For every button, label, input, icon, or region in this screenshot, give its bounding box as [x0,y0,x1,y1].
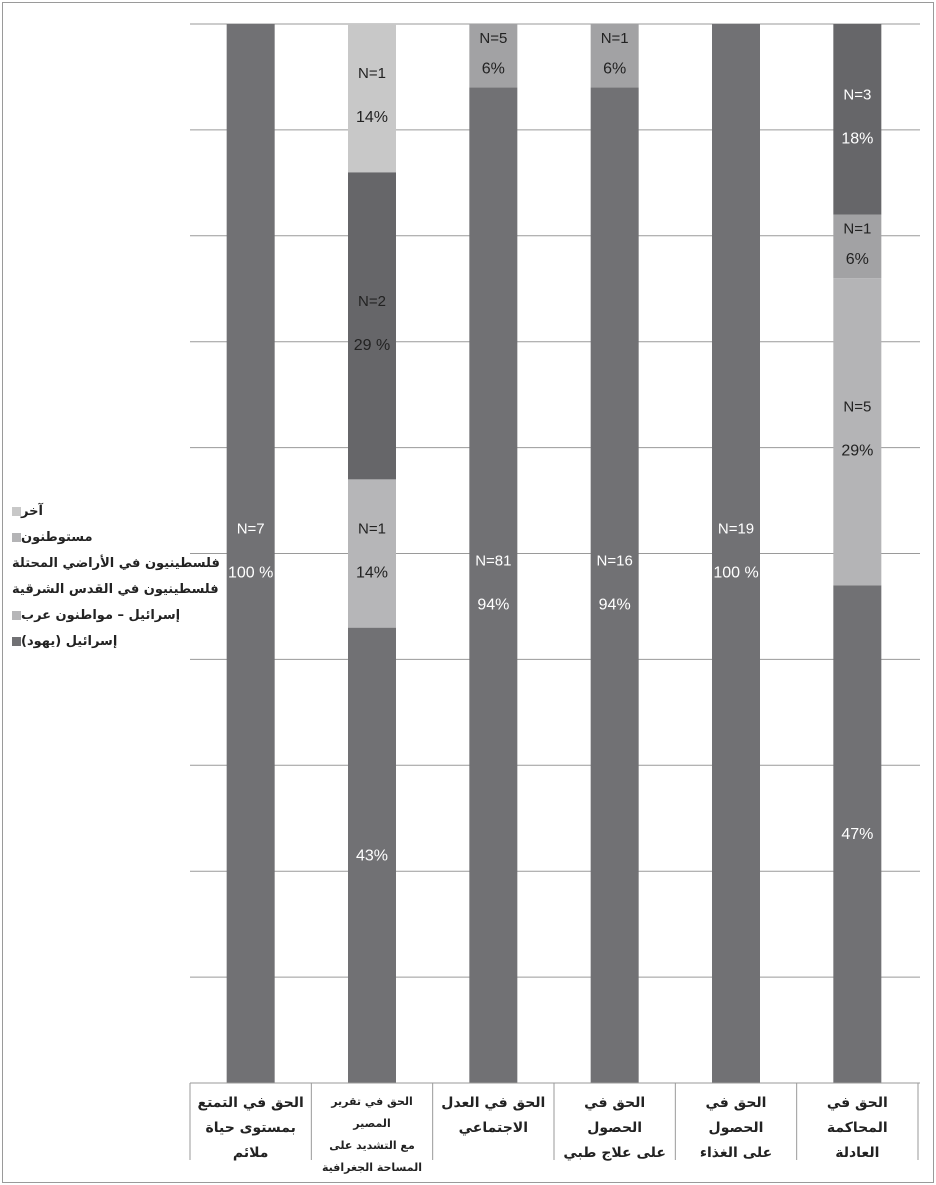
segment-percent-label: 14% [356,565,388,582]
bar-segment [590,87,639,1084]
bars [226,24,882,1084]
x-tick-label-line: على علاج طبي [563,1145,666,1161]
x-tick-label-line: الحق في التمتع [197,1095,304,1111]
bar-segment [833,585,882,1083]
bar-segment [712,24,760,1083]
legend-item: إسرائيل (يهود) [6,628,196,654]
x-tick-label-line: ملائم [232,1145,269,1161]
bar-segment [348,172,396,480]
x-tick-label: الحق في الحصول على الغذاء [677,1091,794,1166]
legend-label: فلسطينيون في القدس الشرقية [12,581,219,597]
x-tick-label: الحق في المحاكمة العادلة [799,1091,916,1166]
legend-item: فلسطينيون في القدس الشرقية [6,576,219,602]
segment-percent-label: 43% [356,847,388,864]
legend-label: إسرائيل (يهود) [21,633,118,649]
x-tick-label-line: الاجتماعي [458,1120,529,1136]
gridlines [190,23,920,1084]
segment-percent-label: 29% [841,443,873,460]
legend-label: آخر [21,503,43,519]
legend-label: فلسطينيون في الأراضي المحتلة [12,555,220,571]
x-tick-label-line: العادلة [835,1145,880,1161]
segment-percent-label: 94% [477,596,509,613]
segment-percent-label: 94% [599,596,631,613]
x-tick-label-line: الحق في المحاكمة [826,1095,888,1136]
bar-segment [833,24,882,215]
legend-swatch [12,532,21,542]
legend-label: مستوطنون [21,529,93,545]
bar-segment [833,214,882,279]
segment-percent-label: 18% [841,130,873,147]
x-tick-label: الحق في تقرير المصير مع التشديد على المساح… [313,1091,430,1179]
segment-percent-label: 14% [356,109,388,126]
legend-swatch [12,636,21,646]
legend-label: إسرائيل – مواطنون عرب [21,607,181,623]
x-tick-label-line: مع التشديد على [329,1139,415,1152]
x-tick-label-line: بمستوى حياة [205,1120,296,1136]
segment-count-label: N=19 [718,521,754,538]
segment-count-label: N=16 [597,552,633,569]
legend-swatch [12,610,21,620]
x-tick-label: الحق في العدل الاجتماعي [435,1091,552,1141]
legend: آخر مستوطنون فلسطينيون في الأراضي المحتل… [6,498,220,654]
x-tick-label-line: الحق في تقرير المصير [331,1095,413,1130]
legend-item: مستوطنون [6,524,196,550]
segment-count-label: N=5 [843,399,871,416]
bar-segment [348,479,396,628]
bar-segment [348,24,396,173]
segment-count-label: N=7 [237,521,265,538]
segment-percent-label: 100 % [228,565,273,582]
bar-segment [469,87,518,1084]
segment-count-label: N=3 [843,86,871,103]
segment-count-label: N=81 [475,552,511,569]
x-tick-label-line: الحق في العدل [441,1095,546,1111]
x-tick-label-line: المساحة الجغرافية [321,1161,423,1174]
bar-segment [833,278,882,586]
segment-count-label: N=2 [358,293,386,310]
legend-item: إسرائيل – مواطنون عرب [6,602,196,628]
segment-count-label: N=1 [601,30,629,47]
segment-percent-label: 47% [841,826,873,843]
x-tick-label-line: على الغذاء [699,1145,773,1161]
segment-count-label: N=5 [479,30,507,47]
x-tick-label-line: الحق في الحصول [584,1095,646,1136]
segment-percent-label: 6% [846,251,869,268]
segment-percent-label: 6% [482,61,505,78]
x-tick-label-line: الحق في الحصول [705,1095,767,1136]
legend-item: فلسطينيون في الأراضي المحتلة [6,550,220,576]
segment-percent-label: 100 % [713,565,758,582]
bar-segment [348,627,396,1083]
segment-count-label: N=1 [358,521,386,538]
bar-segment [226,24,275,1083]
legend-item: آخر [6,498,196,524]
legend-swatch [12,506,21,516]
bar-segment [469,24,518,88]
segment-count-label: N=1 [358,65,386,82]
x-tick-label: الحق في الحصول على علاج طبي [556,1091,673,1166]
segment-percent-label: 29 % [354,337,390,354]
x-tick-label: الحق في التمتع بمستوى حياة ملائم [192,1091,309,1166]
data-labels: N=7 100 % 43% N=1 14% N=2 29 % N=1 14% N=81 94% N=5… [228,30,873,864]
segment-percent-label: 6% [603,61,626,78]
axis-lines [189,1082,919,1160]
bar-segment [590,24,639,88]
segment-count-label: N=1 [843,221,871,238]
